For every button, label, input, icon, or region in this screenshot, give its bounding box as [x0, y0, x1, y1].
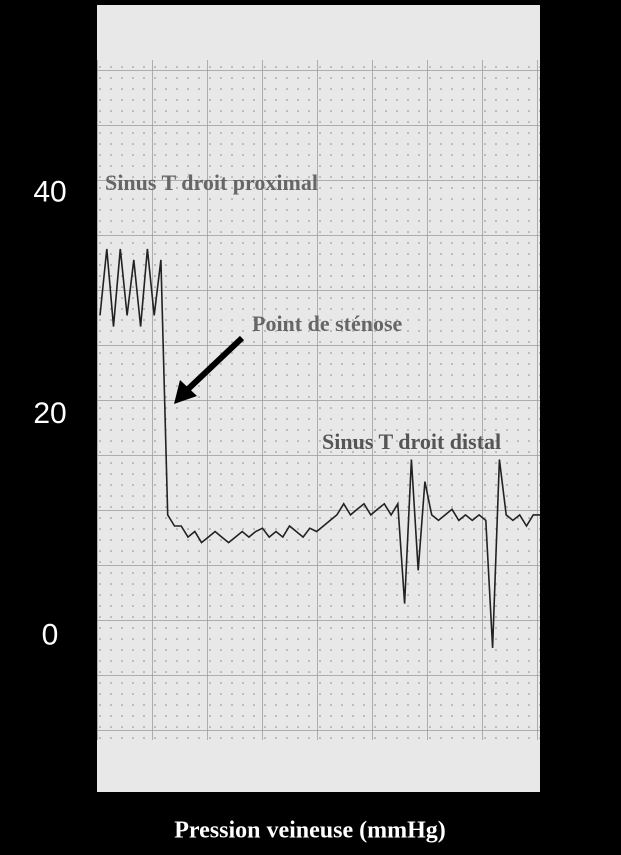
y-tick-label: 20: [33, 397, 66, 430]
annotation: Sinus T droit distal: [322, 429, 501, 454]
y-tick-label: 40: [33, 175, 66, 208]
y-tick-label: 0: [42, 619, 59, 652]
paper-grid: [97, 60, 540, 740]
y-axis-label: Pression veineuse (mmHg): [174, 818, 446, 844]
annotation: Sinus T droit proximal: [105, 170, 318, 195]
annotation: Point de sténose: [252, 311, 403, 336]
chart: Sinus T droit proximal Point de sténose …: [0, 0, 621, 855]
